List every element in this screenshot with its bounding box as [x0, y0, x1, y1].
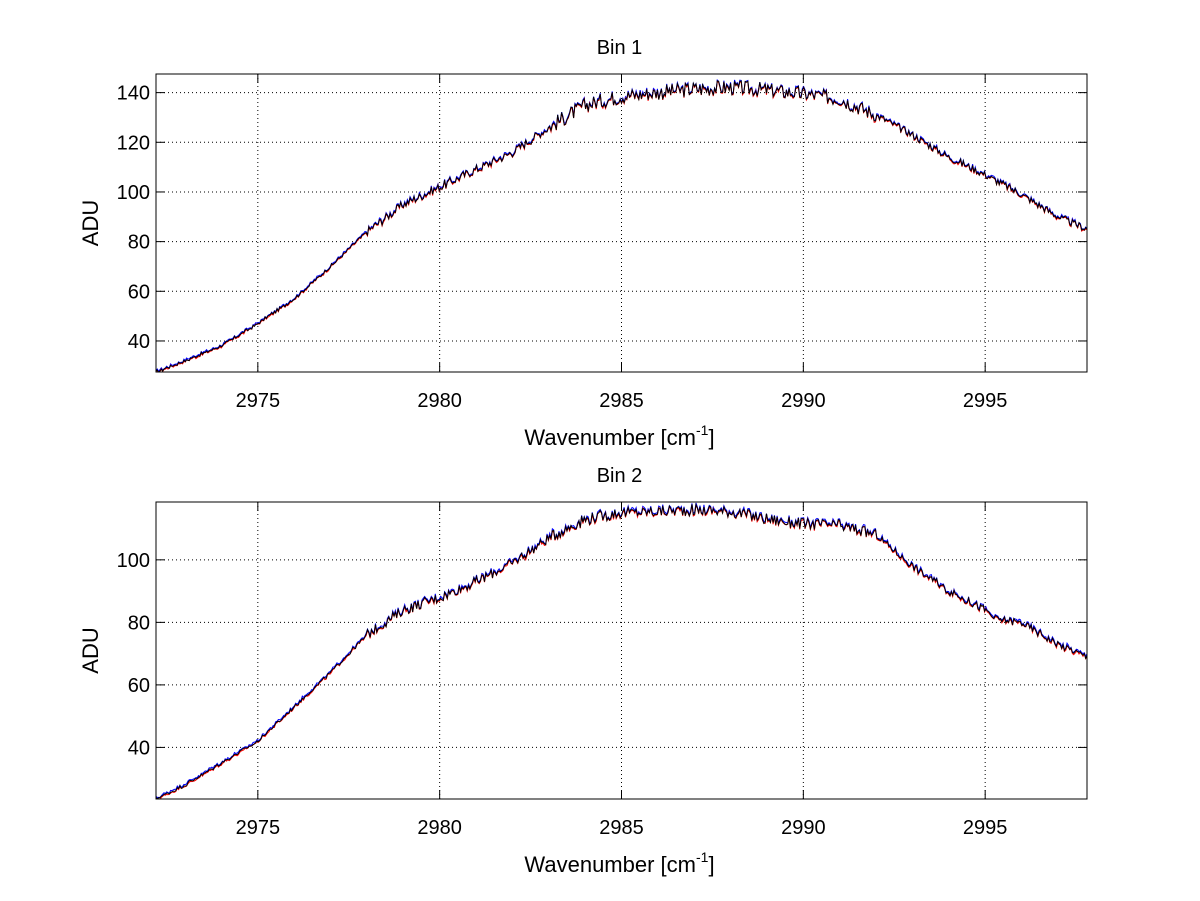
plot-area — [156, 79, 1087, 372]
y-tick-label: 40 — [128, 331, 150, 353]
x-tick-label: 2990 — [781, 390, 826, 412]
y-tick-label: 80 — [128, 232, 150, 254]
y-tick-label: 100 — [117, 550, 150, 572]
y-tick-label: 60 — [128, 281, 150, 303]
x-axis-label-superscript: -1 — [696, 849, 709, 865]
y-axis-label: ADU — [78, 200, 103, 246]
x-axis-label-close: ] — [708, 852, 714, 877]
chart-title: Bin 2 — [597, 465, 643, 487]
x-axis-label-text: Wavenumber [cm — [524, 425, 696, 450]
y-axis-label: ADU — [78, 627, 103, 673]
x-axis-label: Wavenumber [cm-1] — [524, 849, 714, 877]
x-axis-label-text: Wavenumber [cm — [524, 852, 696, 877]
x-tick-label: 2975 — [236, 817, 281, 839]
x-tick-label: 2980 — [417, 390, 462, 412]
x-tick-label: 2990 — [781, 817, 826, 839]
chart-title: Bin 1 — [597, 37, 643, 59]
x-tick-label: 2995 — [963, 390, 1008, 412]
y-tick-label: 120 — [117, 132, 150, 154]
x-axis-label-close: ] — [708, 425, 714, 450]
series-line-black — [156, 80, 1087, 372]
y-tick-label: 60 — [128, 675, 150, 697]
series-line-black — [156, 502, 1087, 799]
x-axis-label: Wavenumber [cm-1] — [524, 422, 714, 450]
x-axis-label-superscript: -1 — [696, 422, 709, 438]
x-tick-label: 2980 — [417, 817, 462, 839]
y-tick-label: 100 — [117, 182, 150, 204]
y-tick-label: 140 — [117, 83, 150, 105]
chart-panel-bin-1: 2975 2980 2985 2990 2995 40 60 80 100 120 140 Bin 1… — [78, 37, 1088, 450]
x-tick-label: 2995 — [963, 817, 1008, 839]
plot-area — [156, 502, 1087, 799]
x-tick-label: 2985 — [599, 817, 644, 839]
y-tick-label: 80 — [128, 612, 150, 634]
x-tick-label: 2975 — [236, 390, 281, 412]
chart-panel-bin-2: 2975 2980 2985 2990 2995 40 60 80 100 Bin 2 Wavenu… — [78, 465, 1088, 877]
y-tick-label: 40 — [128, 737, 150, 759]
x-tick-label: 2985 — [599, 390, 644, 412]
